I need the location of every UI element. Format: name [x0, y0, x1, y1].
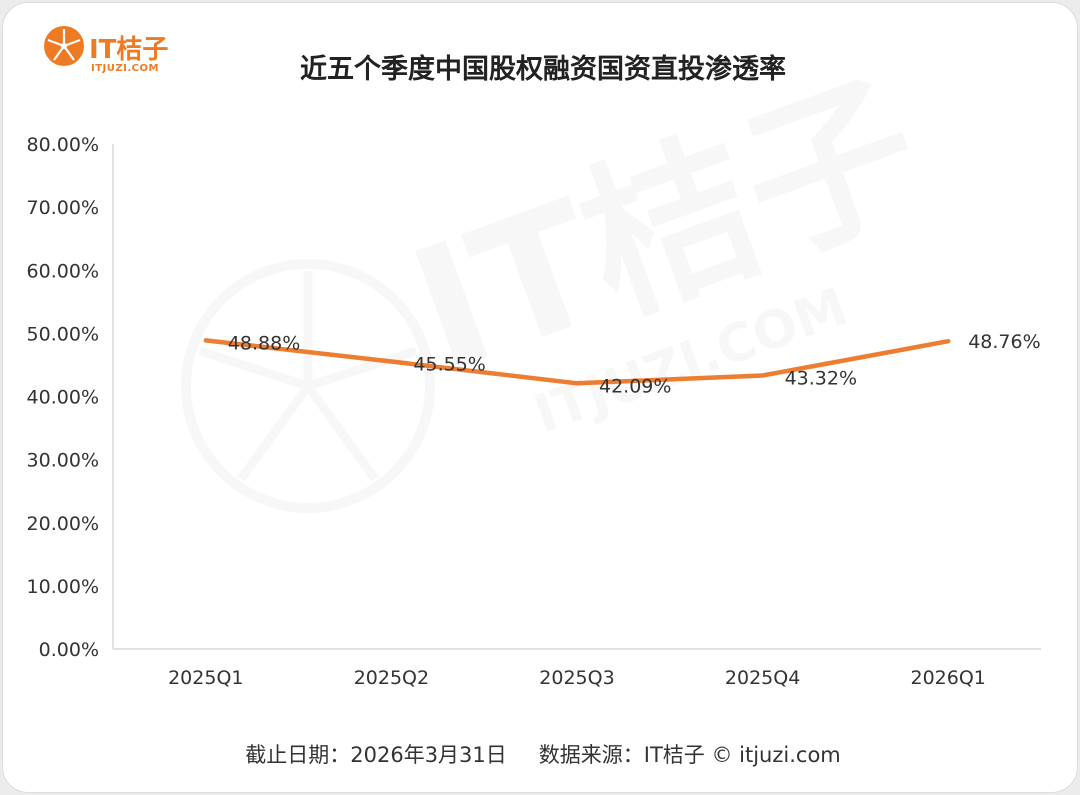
data-label: 48.76%: [968, 331, 1040, 353]
y-tick-label: 80.00%: [27, 134, 99, 156]
watermark: IT桔子 ITJUZI.COM: [181, 48, 945, 513]
chart: IT桔子 ITJUZI.COM 0.00% 10.00% 20.00% 30.00% 4…: [27, 48, 1041, 689]
y-axis-ticks: 0.00% 10.00% 20.00% 30.00% 40.00% 50.00% 60.00…: [27, 134, 99, 661]
orange-logo-icon: [44, 26, 84, 66]
footer-source: 数据来源：IT桔子 © itjuzi.com: [538, 743, 841, 767]
footer-date: 截止日期：2026年3月31日: [245, 743, 507, 767]
y-tick-label: 50.00%: [27, 323, 99, 345]
axes: [112, 144, 1041, 650]
data-label: 48.88%: [228, 332, 300, 354]
logo-subtext: ITJUZI.COM: [91, 63, 159, 74]
y-tick-label: 0.00%: [39, 639, 99, 661]
y-tick-label: 60.00%: [27, 260, 99, 282]
y-tick-label: 40.00%: [27, 387, 99, 409]
x-tick-label: 2025Q4: [725, 667, 800, 689]
footer: 截止日期：2026年3月31日 数据来源：IT桔子 © itjuzi.com: [3, 739, 1077, 769]
watermark-orange-icon: [181, 259, 435, 513]
data-label: 42.09%: [599, 375, 671, 397]
logo-text: IT桔子: [89, 35, 169, 65]
data-label: 43.32%: [785, 368, 857, 390]
x-tick-label: 2026Q1: [910, 667, 985, 689]
x-axis-ticks: 2025Q1 2025Q2 2025Q3 2025Q4 2026Q1: [168, 667, 986, 689]
y-tick-label: 30.00%: [27, 450, 99, 472]
data-labels: 48.88% 45.55% 42.09% 43.32% 48.76%: [228, 331, 1041, 397]
series-line: [203, 338, 951, 386]
x-tick-label: 2025Q1: [168, 667, 243, 689]
y-tick-label: 20.00%: [27, 513, 99, 535]
chart-title: 近五个季度中国股权融资国资直投渗透率: [300, 54, 786, 85]
x-tick-label: 2025Q3: [539, 667, 614, 689]
x-tick-label: 2025Q2: [354, 667, 429, 689]
data-label: 45.55%: [413, 353, 485, 375]
y-tick-label: 70.00%: [27, 197, 99, 219]
y-tick-label: 10.00%: [27, 576, 99, 598]
